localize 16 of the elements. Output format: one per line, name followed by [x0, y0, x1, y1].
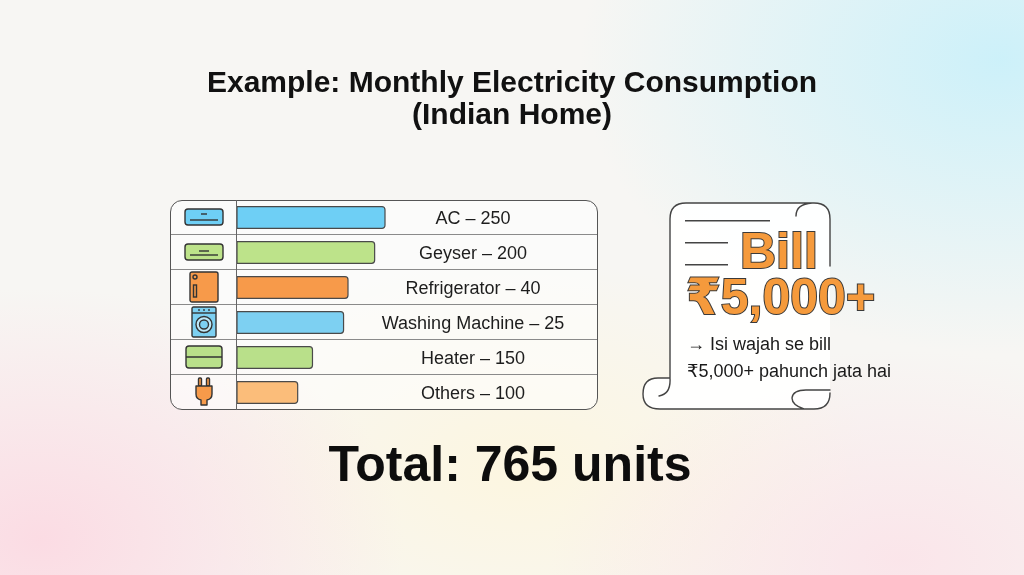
y-tick-label: Refrigerator – 40: [405, 276, 541, 299]
text: → Isi wajah se bill ₹5,000+ pahunch jata hai: [687, 334, 892, 381]
bar: [237, 381, 299, 404]
bar: [237, 276, 349, 299]
bar: [237, 241, 376, 264]
bar: [237, 206, 386, 229]
y-tick-label: Others – 100: [420, 381, 526, 404]
y-tick-label: Heater – 150: [420, 346, 526, 369]
text: ₹5,000+: [686, 269, 876, 325]
y-tick-label: AC – 250: [435, 206, 511, 229]
text: Total: 765 units: [328, 436, 692, 492]
y-tick-label: Geyser – 200: [418, 241, 528, 264]
y-tick-label: Washing Machine – 25: [381, 311, 565, 334]
bar: [237, 346, 314, 369]
text: Example: Monthly Electricity Consumption (Indian Home): [205, 65, 819, 130]
bar: [237, 311, 345, 334]
